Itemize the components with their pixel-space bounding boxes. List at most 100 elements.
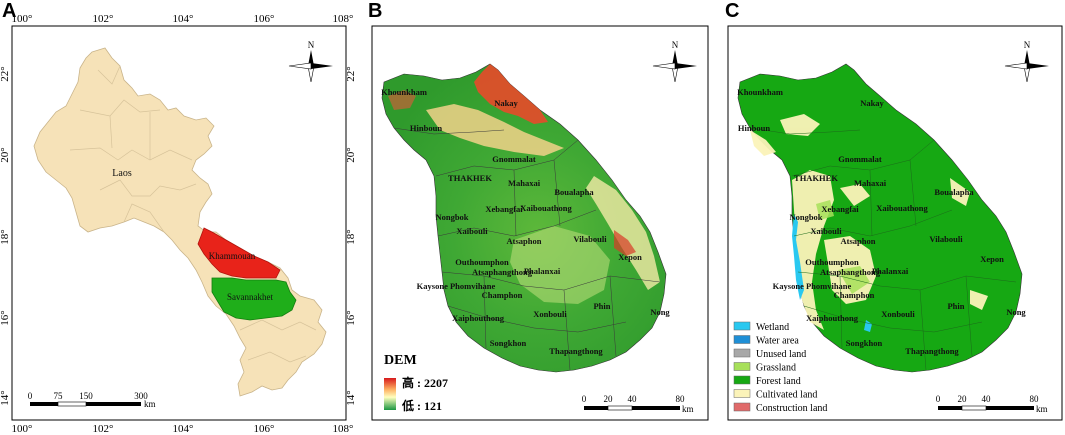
svg-text:Xaiphouthong: Xaiphouthong <box>806 313 859 323</box>
svg-text:N: N <box>672 40 679 50</box>
svg-text:Champhon: Champhon <box>834 290 875 300</box>
dem-district-borders <box>393 127 661 371</box>
svg-text:Hinboun: Hinboun <box>738 123 770 133</box>
lon-tick: 102° <box>93 423 114 435</box>
khammouan-label: Khammouan <box>209 251 256 261</box>
svg-text:Xebangfai: Xebangfai <box>485 204 523 214</box>
svg-text:Nakay: Nakay <box>860 98 884 108</box>
landuse-place-labels: Khounkham Nakay Hinboun Gnommalat THAKHE… <box>737 87 1026 356</box>
lat-tick: 18° <box>345 229 357 244</box>
svg-text:Boualapha: Boualapha <box>934 187 974 197</box>
svg-text:0: 0 <box>28 391 33 401</box>
svg-text:Vilabouli: Vilabouli <box>929 234 963 244</box>
panel-c-scalebar: 0 20 40 80 km <box>936 394 1048 414</box>
svg-text:Nongbok: Nongbok <box>435 212 468 222</box>
svg-text:80: 80 <box>676 394 686 404</box>
svg-text:300: 300 <box>134 391 148 401</box>
legend-label: Cultivated land <box>756 390 817 401</box>
svg-text:Outhoumphon: Outhoumphon <box>455 257 509 267</box>
dem-light-center <box>510 226 610 304</box>
svg-text:20: 20 <box>604 394 614 404</box>
svg-text:Khounkham: Khounkham <box>381 87 427 97</box>
svg-text:高 : 2207: 高 : 2207 <box>402 375 448 390</box>
grassland-patches <box>816 200 870 294</box>
laos-label: Laos <box>112 168 132 179</box>
legend-label: Forest land <box>756 376 801 387</box>
legend-label: Water area <box>756 336 799 347</box>
svg-text:40: 40 <box>628 394 638 404</box>
svg-text:Xepon: Xepon <box>618 252 642 262</box>
svg-text:Phin: Phin <box>593 301 610 311</box>
svg-text:Thapangthong: Thapangthong <box>905 346 959 356</box>
panel-b-north-arrow: N <box>652 40 697 83</box>
lat-tick: 22° <box>345 66 357 81</box>
svg-text:Atsaphangthong: Atsaphangthong <box>820 267 881 277</box>
svg-text:Champhon: Champhon <box>482 290 523 300</box>
svg-text:Mahaxai: Mahaxai <box>508 178 541 188</box>
dem-high-area <box>474 64 548 124</box>
svg-text:Boualapha: Boualapha <box>554 187 594 197</box>
dem-high-area-east <box>614 230 636 256</box>
svg-text:150: 150 <box>79 391 93 401</box>
panel-c-letter: C <box>725 0 740 22</box>
lat-tick: 20° <box>345 147 357 162</box>
panel-a-north-arrow: N <box>288 40 333 83</box>
legend-swatch <box>733 362 751 371</box>
lon-tick: 108° <box>333 13 354 25</box>
svg-text:Xaibouli: Xaibouli <box>456 226 488 236</box>
svg-text:km: km <box>682 404 694 414</box>
svg-text:Songkhon: Songkhon <box>846 338 883 348</box>
dem-red-west <box>388 90 416 110</box>
panel-a-lat-ticks-right: 22° 20° 18° 16° 14° <box>345 66 357 405</box>
svg-text:Xebangfai: Xebangfai <box>821 204 859 214</box>
lat-tick: 14° <box>0 390 11 405</box>
panel-b-letter: B <box>368 0 383 22</box>
svg-text:40: 40 <box>982 394 992 404</box>
svg-text:低 : 121: 低 : 121 <box>401 398 442 413</box>
svg-text:Xaibouathong: Xaibouathong <box>876 203 928 213</box>
svg-text:DEM: DEM <box>384 353 417 368</box>
north-label: N <box>308 40 315 50</box>
panel-b-map: Khounkham Nakay Hinboun Gnommalat THAKHE… <box>371 25 709 421</box>
panel-b-scalebar: 0 20 40 80 km <box>582 394 694 414</box>
svg-text:Hinboun: Hinboun <box>410 123 442 133</box>
svg-text:Gnommalat: Gnommalat <box>838 154 882 164</box>
lon-tick: 100° <box>12 423 33 435</box>
legend-swatch <box>733 335 751 344</box>
lat-tick: 14° <box>345 390 357 405</box>
lat-tick: 16° <box>0 310 11 325</box>
svg-text:20: 20 <box>958 394 968 404</box>
svg-text:Xonbouli: Xonbouli <box>533 309 567 319</box>
svg-text:Xaibouli: Xaibouli <box>810 226 842 236</box>
laos-province-borders <box>69 65 317 363</box>
lat-tick: 22° <box>0 66 11 81</box>
dem-mid-area-east <box>586 176 660 290</box>
svg-text:Xaiphouthong: Xaiphouthong <box>452 313 505 323</box>
lon-tick: 104° <box>173 13 194 25</box>
legend-swatch <box>733 321 751 331</box>
lon-tick: 106° <box>254 423 275 435</box>
panel-a-lat-ticks-left: 22° 20° 18° 16° 14° <box>0 66 11 405</box>
panel-a-scalebar: 0 75 150 300 km <box>28 391 156 409</box>
svg-text:Thapangthong: Thapangthong <box>549 346 603 356</box>
lat-tick: 20° <box>0 147 11 162</box>
svg-text:Nong: Nong <box>650 307 670 317</box>
lon-tick: 106° <box>254 13 275 25</box>
svg-text:Phalanxai: Phalanxai <box>872 266 909 276</box>
lon-tick: 102° <box>93 13 114 25</box>
lon-tick: 104° <box>173 423 194 435</box>
legend-swatch <box>733 348 751 358</box>
svg-text:Songkhon: Songkhon <box>490 338 527 348</box>
svg-text:THAKHEK: THAKHEK <box>794 173 838 183</box>
svg-text:Xaibouathong: Xaibouathong <box>520 203 572 213</box>
svg-text:Xonbouli: Xonbouli <box>881 309 915 319</box>
legend-label: Grassland <box>756 363 796 374</box>
svg-text:80: 80 <box>1030 394 1040 404</box>
landuse-district-borders <box>749 127 1017 371</box>
legend-label: Construction land <box>756 403 827 414</box>
legend-swatch <box>733 402 751 412</box>
dem-mid-area <box>426 104 564 156</box>
dem-legend: DEM 高 : 2207 低 : 121 <box>384 353 448 413</box>
svg-text:km: km <box>144 399 156 409</box>
svg-text:0: 0 <box>936 394 941 404</box>
